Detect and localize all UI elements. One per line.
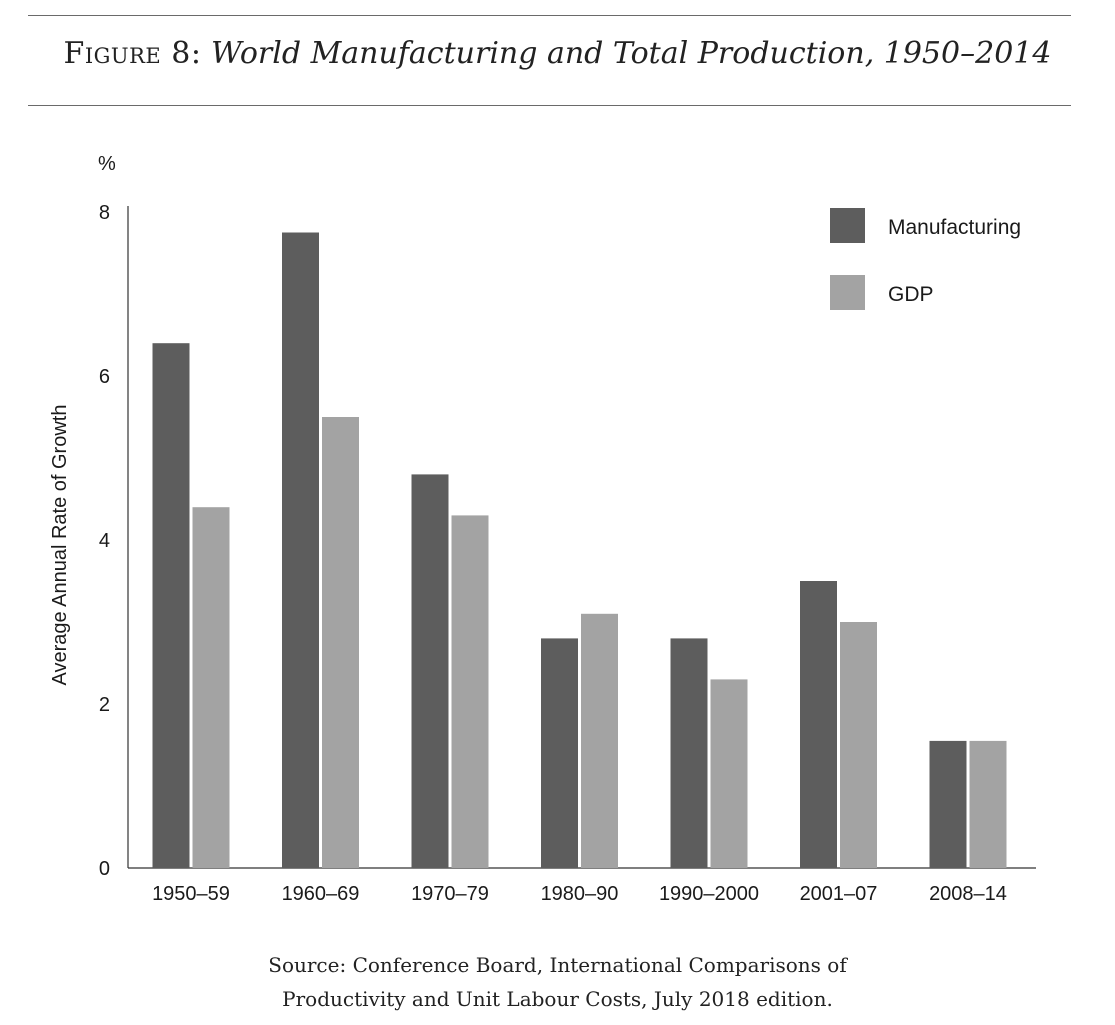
y-tick-label: 2 [99, 694, 110, 716]
legend-label-gdp: GDP [888, 283, 934, 306]
source-line-2: Productivity and Unit Labour Costs, July… [282, 987, 833, 1011]
y-tick-label: 8 [99, 202, 110, 224]
x-tick-label: 1990–2000 [659, 883, 759, 905]
bar-manufacturing-1 [152, 343, 190, 868]
chart-legend: Manufacturing GDP [830, 208, 1021, 310]
x-tick-label: 1970–79 [411, 883, 489, 905]
bar-gdp-6 [840, 622, 877, 868]
x-tick-label: 1980–90 [541, 883, 619, 905]
bar-gdp-7 [969, 740, 1007, 868]
y-axis: 0 2 4 6 8 [99, 202, 129, 880]
x-tick-label: 1950–59 [152, 883, 230, 905]
title-bottom-rule [28, 105, 1071, 106]
bar-gdp-2 [322, 417, 359, 868]
bar-gdp-1 [192, 507, 230, 868]
bar-manufacturing-2 [282, 232, 319, 868]
legend-swatch-manufacturing [830, 208, 865, 243]
bar-gdp-4 [581, 613, 618, 868]
bar-manufacturing-7 [929, 740, 967, 868]
source-line-1: Source: Conference Board, International … [268, 953, 847, 977]
legend-label-manufacturing: Manufacturing [888, 216, 1021, 239]
legend-swatch-gdp [830, 275, 865, 310]
figure-title: Figure 8: World Manufacturing and Total … [0, 36, 1115, 71]
x-tick-label: 2001–07 [800, 883, 878, 905]
top-rule [28, 15, 1071, 16]
bar-manufacturing-4 [541, 638, 578, 868]
bar-manufacturing-5 [670, 638, 708, 868]
source-note: Source: Conference Board, International … [0, 948, 1115, 1016]
x-axis: 1950–59 1960–69 1970–79 1980–90 1990–2000 200… [128, 867, 1036, 905]
figure-label: Figure 8: [63, 36, 202, 71]
y-tick-label: 6 [99, 366, 110, 388]
bar-chart: 0 2 4 6 8 1950–59 1960–69 1970–79 1980–90 1990–2… [49, 153, 1036, 905]
figure-name: World Manufacturing and Total Production… [211, 36, 1052, 71]
x-tick-label: 1960–69 [282, 883, 360, 905]
bar-manufacturing-3 [411, 474, 449, 868]
bar-manufacturing-6 [800, 581, 837, 868]
y-tick-label: 0 [99, 858, 110, 880]
x-tick-label: 2008–14 [929, 883, 1007, 905]
y-unit-label: % [98, 153, 116, 175]
y-axis-title: Average Annual Rate of Growth [49, 405, 71, 686]
bar-series [152, 232, 1007, 868]
y-tick-label: 4 [99, 530, 110, 552]
bar-gdp-5 [710, 679, 748, 868]
bar-gdp-3 [451, 515, 489, 868]
